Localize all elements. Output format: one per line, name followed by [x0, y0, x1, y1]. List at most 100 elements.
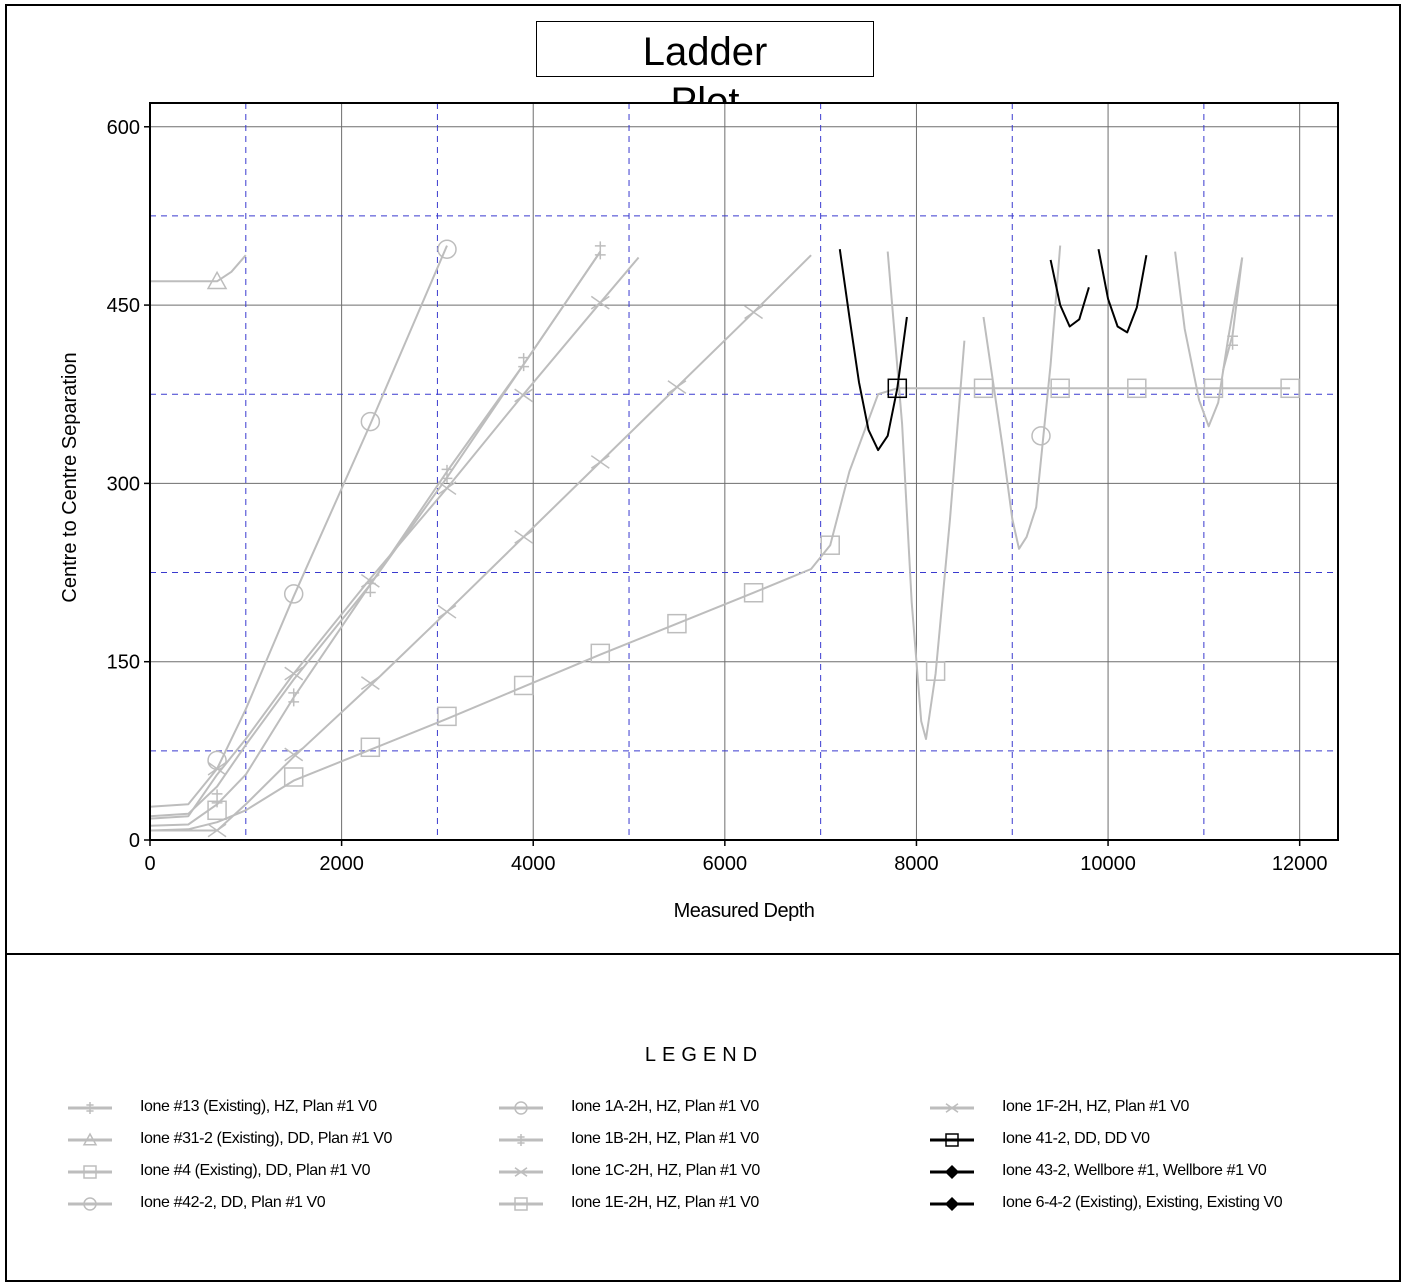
series-line-8 [150, 254, 812, 832]
x-axis-label: Measured Depth [674, 900, 815, 922]
chart-frame [5, 4, 1401, 1282]
data-marker-8 [360, 573, 380, 588]
data-marker-8 [284, 666, 304, 681]
data-marker-2 [360, 737, 381, 758]
data-marker-0 [1227, 331, 1239, 350]
data-marker-3 [1031, 426, 1051, 446]
data-marker-2 [283, 767, 304, 787]
legend-swatch-marker [944, 1164, 960, 1180]
data-marker-8 [667, 380, 687, 395]
x-tick-label: 12000 [1272, 853, 1328, 875]
data-marker-0 [211, 789, 223, 808]
series-line-7 [886, 251, 966, 740]
y-tick-label: 0 [129, 830, 140, 852]
legend-swatch-marker [514, 1101, 528, 1115]
legend-label: Ione 1A-2H, HZ, Plan #1 V0 [571, 1098, 759, 1115]
series-line-1 [150, 254, 247, 283]
data-marker-1 [206, 270, 228, 290]
legend-swatch [930, 1164, 974, 1180]
legend-label: Ione 1B-2H, HZ, Plan #1 V0 [571, 1130, 759, 1147]
legend-swatch-marker [945, 1133, 959, 1147]
data-marker-2 [1050, 378, 1070, 399]
legend-label: Ione 1F-2H, HZ, Plan #1 V0 [1002, 1098, 1190, 1115]
legend-divider [5, 953, 1401, 955]
legend-swatch [499, 1134, 543, 1146]
legend-swatch [68, 1197, 112, 1211]
x-tick-label: 0 [144, 853, 155, 875]
legend-swatch [930, 1133, 974, 1147]
data-marker-8 [514, 529, 534, 544]
data-marker-2 [1203, 378, 1224, 399]
data-marker-0 [288, 688, 300, 707]
legend-label: Ione #31-2 (Existing), DD, Plan #1 V0 [140, 1130, 393, 1147]
data-marker-7 [925, 661, 946, 681]
data-marker-8 [207, 823, 227, 838]
legend-label: Ione #42-2, DD, Plan #1 V0 [140, 1194, 326, 1211]
legend-swatch-marker [514, 1197, 528, 1211]
data-marker-2 [207, 800, 227, 821]
data-marker-2 [743, 582, 764, 603]
data-marker-2 [667, 613, 687, 634]
y-tick-label: 150 [107, 652, 140, 674]
legend-title: LEGEND [644, 1044, 764, 1066]
ladder-plot: 0 2000 4000 6000 8000 10000 12000 0 150 300 450 600… [59, 102, 1339, 922]
legend-label: Ione 1E-2H, HZ, Plan #1 V0 [571, 1194, 759, 1211]
x-tick-label: 6000 [703, 853, 748, 875]
legend-swatch [499, 1167, 543, 1177]
x-tick-label: 2000 [319, 853, 364, 875]
data-marker-8 [590, 455, 610, 469]
data-marker-4 [437, 239, 457, 259]
data-marker-4 [283, 584, 304, 604]
data-marker-8 [590, 295, 610, 310]
data-marker-2 [820, 535, 840, 555]
series-line-10 [1049, 259, 1090, 328]
legend-swatch-marker [944, 1196, 960, 1212]
data-marker-9 [887, 378, 908, 399]
data-marker-2 [590, 643, 611, 664]
data-marker-4 [360, 411, 381, 432]
legend-swatch [930, 1103, 974, 1113]
y-tick-label: 600 [107, 117, 140, 139]
series-line-6 [149, 256, 640, 820]
data-marker-8 [360, 676, 380, 691]
series-line-5 [149, 251, 602, 818]
legend-swatch-marker [514, 1167, 528, 1177]
legend-swatch-marker [945, 1103, 959, 1113]
plot-border [149, 102, 1339, 841]
legend-swatch-marker [82, 1132, 98, 1146]
title-box [536, 21, 874, 77]
legend-swatch-marker [517, 1134, 525, 1146]
series-line-7 [1174, 251, 1244, 428]
legend-swatch [930, 1196, 974, 1212]
data-marker-8 [284, 747, 304, 762]
legend-swatch [499, 1101, 543, 1115]
data-marker-2 [973, 378, 994, 399]
legend-swatch [499, 1197, 543, 1211]
data-marker-8 [514, 388, 534, 403]
legend-label: Ione #4 (Existing), DD, Plan #1 V0 [140, 1162, 371, 1179]
series-line-4 [149, 245, 448, 808]
y-tick-label: 450 [107, 295, 140, 317]
data-marker-8 [207, 761, 227, 776]
plot-area [150, 103, 1338, 840]
x-tick-label: 10000 [1080, 853, 1136, 875]
data-marker-0 [518, 353, 530, 372]
data-marker-8 [437, 604, 457, 619]
data-marker-2 [1280, 378, 1300, 399]
data-marker-8 [437, 481, 457, 496]
data-marker-0 [441, 464, 453, 483]
data-marker-2 [513, 675, 534, 696]
legend-swatch [68, 1165, 112, 1179]
data-marker-8 [744, 305, 764, 320]
legend-swatch-marker [83, 1197, 97, 1211]
legend-swatch-marker [83, 1165, 97, 1179]
legend-swatch [68, 1102, 112, 1114]
data-marker-0 [594, 241, 606, 260]
chart-title-line-1: Ladder [642, 30, 768, 74]
legend-label: Ione 41-2, DD, DD V0 [1002, 1130, 1150, 1147]
data-marker-2 [437, 706, 457, 727]
series-line-11 [1097, 249, 1148, 334]
y-tick-label: 300 [107, 473, 140, 495]
y-axis-label: Centre to Centre Separation [59, 352, 81, 602]
series-line-9 [838, 249, 908, 452]
